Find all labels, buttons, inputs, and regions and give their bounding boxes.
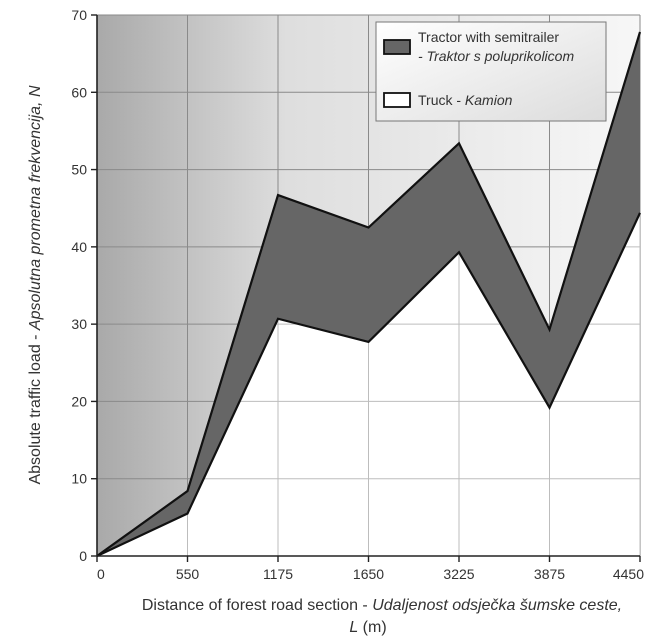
legend-label-tractor-line2: - Traktor s poluprikolicom bbox=[418, 48, 574, 64]
x-axis-label: Distance of forest road section - Udalje… bbox=[142, 597, 622, 614]
y-axis-label: Absolute traffic load - Apsolutna promet… bbox=[27, 85, 44, 484]
y-tick-label: 10 bbox=[71, 471, 87, 487]
y-tick-label: 70 bbox=[71, 7, 87, 23]
legend-label-tractor-line1: Tractor with semitrailer bbox=[418, 29, 559, 45]
legend-label-truck-italic: Kamion bbox=[465, 92, 513, 108]
area-tractor-semitrailer bbox=[97, 32, 640, 556]
x-tick-label: 3875 bbox=[534, 566, 565, 582]
y-axis-label-main: Absolute traffic load - bbox=[27, 330, 44, 484]
y-tick-label: 0 bbox=[79, 548, 87, 564]
x-axis-label-variable: L bbox=[349, 619, 358, 636]
legend-swatch-tractor bbox=[383, 39, 411, 55]
y-tick-label: 20 bbox=[71, 393, 87, 409]
legend-label-truck-main: Truck - bbox=[418, 92, 465, 108]
line-tractor-semitrailer bbox=[96, 31, 642, 557]
x-tick-label: 550 bbox=[176, 566, 200, 582]
x-axis-label-main: Distance of forest road section - bbox=[142, 597, 372, 614]
x-tick-label: 1650 bbox=[353, 566, 384, 582]
y-tick-label: 40 bbox=[71, 239, 87, 255]
x-axis-label-line2: L (m) bbox=[349, 619, 386, 636]
y-tick-label: 30 bbox=[71, 316, 87, 332]
x-tick-label: 3225 bbox=[443, 566, 474, 582]
x-axis-label-italic: Udaljenost odsječka šumske ceste, bbox=[372, 597, 622, 614]
line-truck bbox=[96, 212, 641, 557]
y-axis-label-italic: Apsolutna prometna frekvencija, N bbox=[27, 85, 44, 331]
y-tick-label: 60 bbox=[71, 84, 87, 100]
x-tick-label: 0 bbox=[97, 566, 105, 582]
x-ticks: 0 550 1175 1650 3225 3875 4450 bbox=[96, 556, 644, 582]
x-tick-label: 1175 bbox=[263, 566, 293, 582]
x-axis-label-unit: (m) bbox=[358, 619, 386, 636]
y-tick-label: 50 bbox=[71, 162, 87, 178]
legend-box bbox=[375, 21, 607, 122]
legend-label-truck: Truck - Kamion bbox=[418, 92, 513, 108]
x-tick-label: 4450 bbox=[613, 566, 644, 582]
legend: Tractor with semitrailer - Traktor s pol… bbox=[375, 21, 607, 122]
y-ticks: 0 10 20 30 40 50 60 70 bbox=[71, 7, 97, 564]
legend-swatch-truck bbox=[383, 92, 411, 108]
